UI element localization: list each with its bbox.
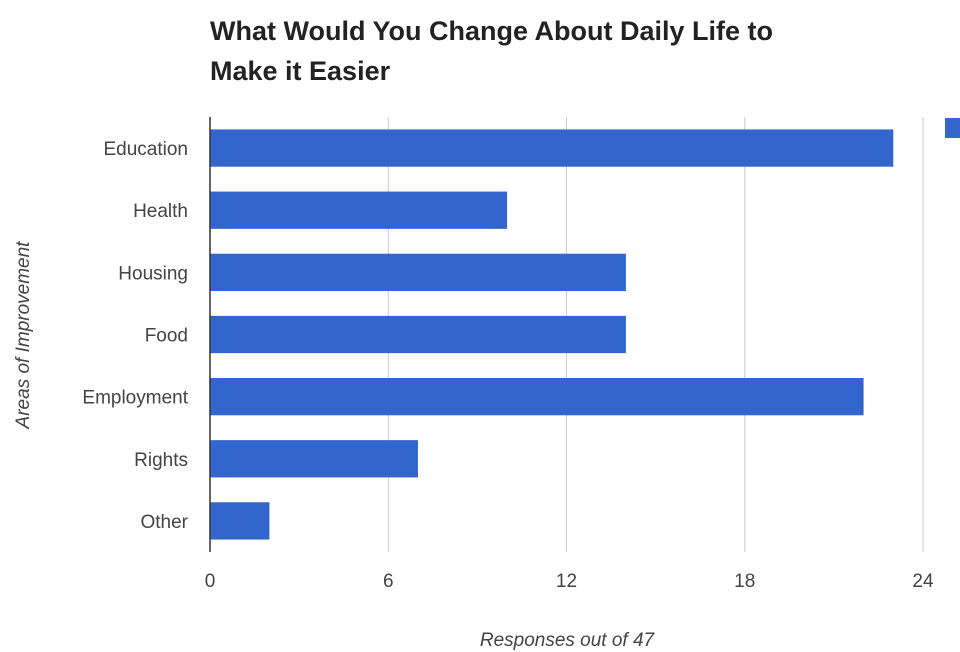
bar-housing xyxy=(210,253,626,291)
y-tick-label-health: Health xyxy=(133,201,188,222)
y-tick-label-employment: Employment xyxy=(82,388,188,409)
x-tick-label: 12 xyxy=(556,571,577,592)
bars xyxy=(210,129,894,540)
x-axis-label: Responses out of 47 xyxy=(480,630,656,651)
bar-rights xyxy=(210,440,418,478)
bar-employment xyxy=(210,378,864,416)
y-tick-label-rights: Rights xyxy=(134,450,188,471)
bar-other xyxy=(210,502,270,540)
y-tick-labels: Education Health Housing Food Employment Righ… xyxy=(82,139,188,533)
x-tick-label: 6 xyxy=(383,571,394,592)
chart-title-line-2: Make it Easier xyxy=(210,56,391,86)
x-tick-label: 18 xyxy=(734,571,755,592)
y-tick-label-housing: Housing xyxy=(118,263,188,284)
legend-swatch xyxy=(945,118,960,138)
x-tick-label: 24 xyxy=(912,571,934,592)
bar-food xyxy=(210,315,626,354)
y-tick-label-other: Other xyxy=(140,512,188,533)
chart-title-line-1: What Would You Change About Daily Life t… xyxy=(210,16,773,46)
bar-education xyxy=(210,129,894,167)
x-tick-label: 0 xyxy=(205,571,216,592)
y-tick-label-food: Food xyxy=(145,326,188,347)
x-tick-labels: 0 6 12 18 24 xyxy=(205,571,934,592)
y-axis-label: Areas of Improvement xyxy=(13,241,34,430)
bar-health xyxy=(210,191,508,229)
y-tick-label-education: Education xyxy=(103,139,188,160)
